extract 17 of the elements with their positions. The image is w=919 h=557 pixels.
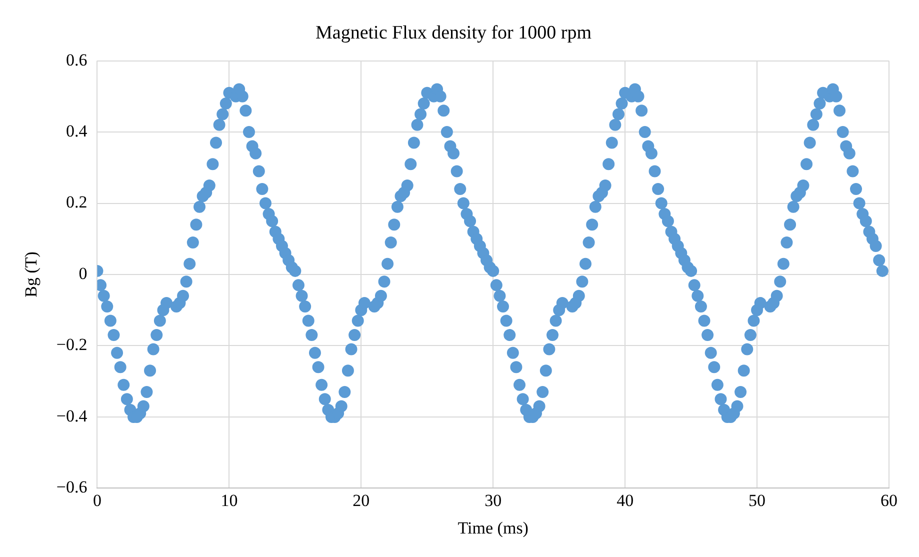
x-tick-label: 30 <box>484 490 502 510</box>
y-axis-title: Bg (T) <box>22 252 41 298</box>
y-tick-label: −0.6 <box>56 478 88 497</box>
y-tick-label: 0.2 <box>66 192 88 212</box>
x-tick-label: 20 <box>352 490 370 510</box>
y-tick-label: 0.4 <box>66 122 88 140</box>
y-tick-label: −0.2 <box>56 335 88 354</box>
x-tick-label: 0 <box>92 490 102 510</box>
x-axis-title: Time (ms) <box>458 518 528 538</box>
y-tick-label: 0 <box>78 264 88 283</box>
x-tick-label: 60 <box>880 490 898 510</box>
x-tick-label: 40 <box>616 490 634 510</box>
x-tick-label: 50 <box>748 490 766 510</box>
y-tick-label: 0.6 <box>66 50 88 70</box>
chart-title: Magnetic Flux density for 1000 rpm <box>316 22 592 44</box>
y-tick-label: −0.4 <box>56 406 88 426</box>
x-tick-label: 10 <box>220 490 238 510</box>
